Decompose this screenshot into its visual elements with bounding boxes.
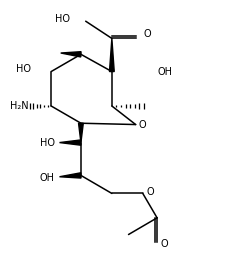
- Text: OH: OH: [157, 67, 172, 77]
- Text: OH: OH: [40, 173, 55, 183]
- Text: HO: HO: [40, 138, 55, 148]
- Polygon shape: [60, 173, 81, 178]
- Polygon shape: [79, 123, 83, 143]
- Text: H₂N: H₂N: [10, 101, 29, 111]
- Polygon shape: [61, 52, 81, 57]
- Polygon shape: [60, 140, 81, 145]
- Text: O: O: [161, 239, 168, 249]
- Text: O: O: [146, 187, 154, 197]
- Text: O: O: [139, 120, 146, 130]
- Polygon shape: [109, 38, 114, 72]
- Text: HO: HO: [55, 14, 70, 24]
- Text: O: O: [144, 29, 152, 39]
- Text: HO: HO: [16, 64, 31, 74]
